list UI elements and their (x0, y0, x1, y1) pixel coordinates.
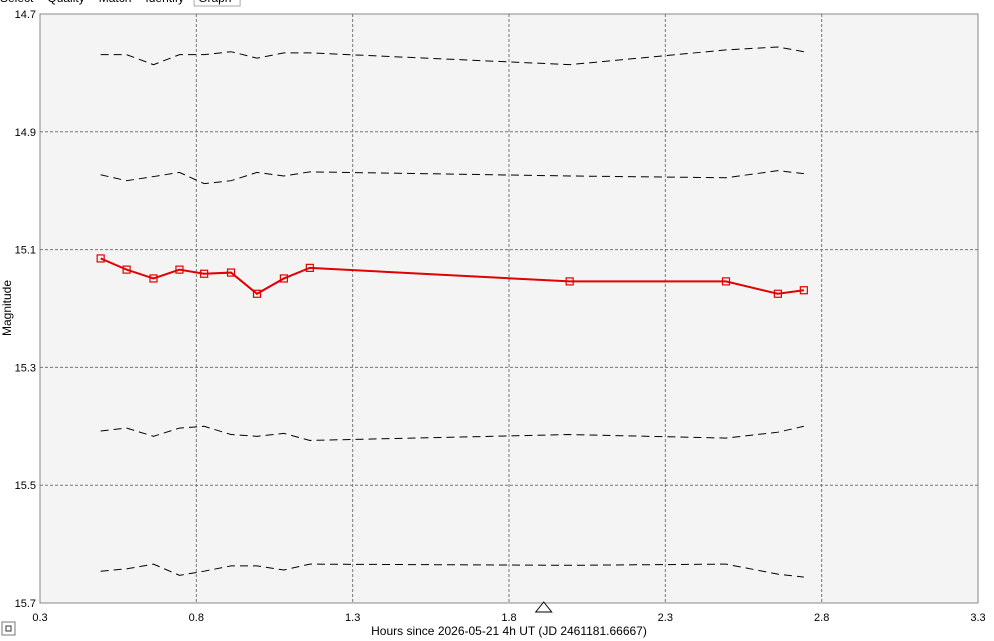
button-icon (5, 625, 12, 632)
tab-label: Identify (145, 0, 184, 5)
data-point (252, 289, 262, 298)
x-tick-label: 0.8 (189, 612, 204, 624)
comparison-line (100, 46, 804, 66)
x-tick-label: 2.3 (658, 612, 673, 624)
tab-strip: Select Quality Match Identify Graph (0, 0, 241, 7)
tab-label: Select (0, 0, 34, 5)
y-tick-label: 14.9 (15, 127, 36, 139)
data-point (122, 265, 131, 274)
x-tick-label: 1.8 (501, 612, 516, 624)
tab-label: Match (99, 0, 132, 5)
x-axis-label: Hours since 2026-05-21 4h UT (JD 2461181… (371, 624, 647, 638)
data-point (279, 274, 288, 283)
data-point (305, 263, 314, 272)
comparison-line (100, 425, 804, 441)
y-tick-label: 15.3 (15, 362, 36, 374)
y-tick-label: 15.1 (15, 245, 36, 257)
tab[interactable] (193, 0, 241, 7)
target-line (100, 257, 804, 295)
data-point (175, 265, 184, 274)
comparison-line (100, 563, 804, 578)
data-point (799, 286, 808, 295)
x-tick-label: 0.3 (32, 612, 47, 624)
data-point (149, 274, 158, 283)
y-axis-label: Magnitude (0, 280, 14, 336)
x-tick-label: 3.3 (970, 612, 985, 624)
x-tick-label: 2.8 (814, 612, 829, 624)
y-tick-label: 14.7 (15, 9, 36, 21)
data-point (200, 269, 209, 278)
data-point (721, 277, 731, 286)
tab-label: Quality (47, 0, 84, 5)
x-tick-label: 1.3 (345, 612, 360, 624)
tab-label: Graph (198, 0, 231, 5)
button[interactable] (1, 621, 16, 636)
y-tick-label: 15.7 (15, 598, 36, 610)
time-marker (534, 601, 553, 613)
data-point (226, 268, 236, 277)
y-tick-label: 15.5 (15, 480, 36, 492)
comparison-line (100, 170, 804, 185)
data-point (565, 277, 574, 286)
data-point (96, 254, 105, 263)
data-point (773, 289, 782, 298)
